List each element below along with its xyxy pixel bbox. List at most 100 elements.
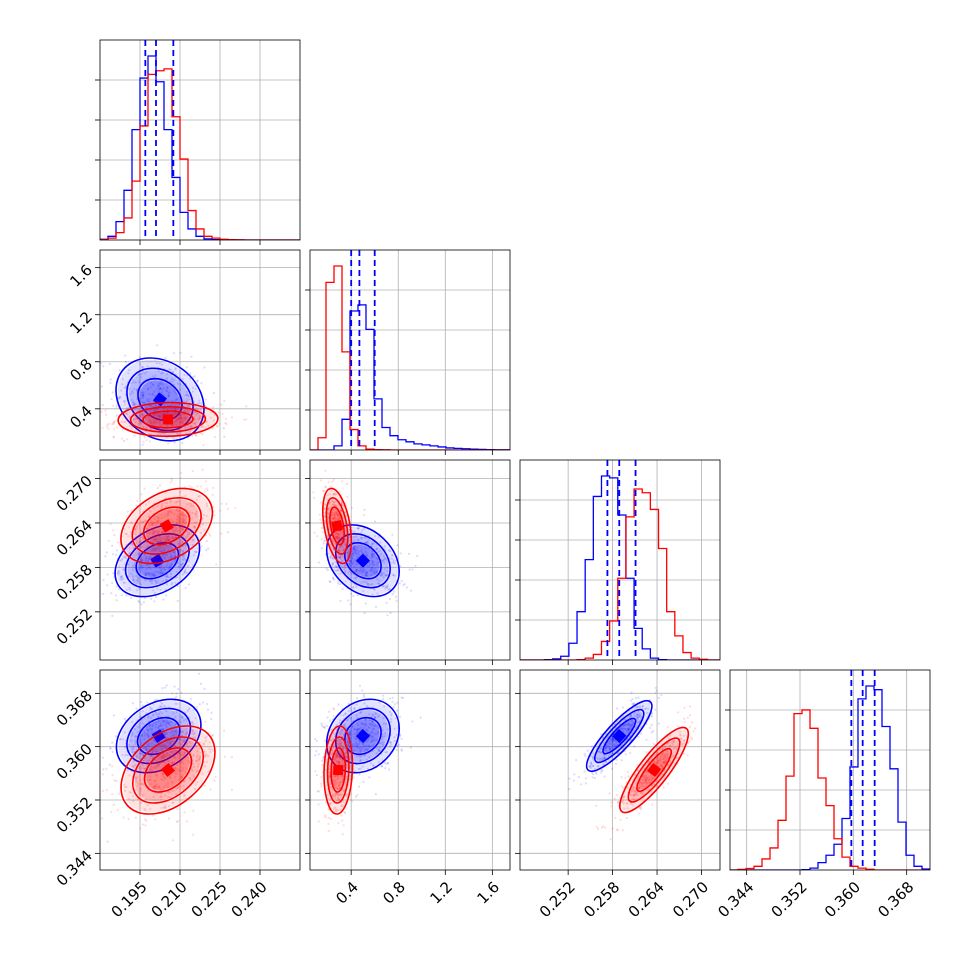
scatter-point-red bbox=[223, 729, 226, 732]
scatter-point-red bbox=[173, 524, 176, 527]
scatter-point-blue bbox=[200, 382, 203, 385]
scatter-point-red bbox=[158, 533, 161, 537]
scatter-point-blue bbox=[196, 380, 199, 383]
scatter-point-red bbox=[197, 758, 201, 762]
scatter-point-red bbox=[148, 532, 151, 535]
scatter-point-blue bbox=[175, 398, 178, 401]
scatter-point-blue bbox=[175, 392, 178, 396]
scatter-point-blue bbox=[654, 708, 657, 711]
panel-content bbox=[100, 250, 300, 450]
scatter-point-red bbox=[331, 539, 335, 542]
scatter-point-blue bbox=[323, 726, 326, 730]
scatter-point-red bbox=[136, 522, 139, 525]
scatter-point-blue bbox=[334, 774, 337, 778]
scatter-point-red bbox=[336, 554, 339, 557]
scatter-point-red bbox=[333, 780, 336, 783]
scatter-point-blue bbox=[131, 733, 134, 736]
scatter-point-blue bbox=[372, 572, 375, 575]
scatter-point-blue bbox=[125, 594, 128, 597]
scatter-point-red bbox=[343, 718, 347, 722]
scatter-point-red bbox=[176, 754, 179, 757]
scatter-point-red bbox=[150, 521, 153, 524]
scatter-point-blue bbox=[334, 565, 337, 568]
scatter-point-blue bbox=[362, 590, 365, 593]
scatter-point-red bbox=[197, 418, 200, 421]
scatter-point-blue bbox=[369, 563, 372, 566]
scatter-point-blue bbox=[154, 740, 157, 743]
scatter-point-blue bbox=[130, 739, 133, 742]
scatter-point-blue bbox=[142, 394, 145, 397]
scatter-point-blue bbox=[164, 719, 167, 722]
scatter-point-red bbox=[195, 759, 198, 763]
scatter-point-red bbox=[112, 421, 115, 424]
scatter-point-red bbox=[340, 741, 343, 745]
scatter-point-red bbox=[139, 419, 142, 422]
scatter-point-blue bbox=[399, 552, 402, 555]
scatter-point-blue bbox=[145, 527, 148, 531]
scatter-point-blue bbox=[115, 414, 118, 417]
scatter-point-blue bbox=[185, 366, 188, 369]
scatter-point-red bbox=[179, 769, 182, 773]
scatter-point-blue bbox=[148, 398, 151, 401]
scatter-point-blue bbox=[357, 747, 360, 750]
scatter-point-blue bbox=[345, 741, 349, 744]
scatter-point-red bbox=[179, 416, 183, 419]
scatter-point-blue bbox=[120, 594, 123, 597]
scatter-point-blue bbox=[163, 412, 166, 415]
scatter-point-blue bbox=[599, 747, 603, 750]
scatter-point-blue bbox=[612, 737, 615, 741]
scatter-point-red bbox=[191, 539, 194, 543]
scatter-point-blue bbox=[355, 714, 358, 717]
scatter-point-red bbox=[112, 436, 115, 439]
scatter-point-blue bbox=[121, 574, 124, 577]
scatter-point-red bbox=[205, 487, 208, 490]
scatter-point-red bbox=[204, 765, 207, 768]
scatter-point-red bbox=[168, 805, 171, 808]
scatter-point-red bbox=[313, 496, 316, 499]
scatter-point-blue bbox=[380, 571, 383, 574]
panel-content bbox=[310, 250, 510, 450]
scatter-point-blue bbox=[166, 718, 169, 721]
scatter-point-red bbox=[341, 759, 345, 763]
scatter-point-blue bbox=[351, 552, 354, 555]
scatter-point-red bbox=[179, 420, 182, 423]
scatter-point-blue bbox=[179, 754, 182, 757]
scatter-point-red bbox=[329, 493, 332, 496]
scatter-point-red bbox=[333, 758, 336, 761]
scatter-point-blue bbox=[370, 730, 373, 733]
scatter-point-red bbox=[338, 754, 341, 757]
scatter-point-red bbox=[334, 754, 337, 757]
scatter-point-red bbox=[152, 528, 155, 531]
scatter-point-red bbox=[221, 412, 224, 415]
scatter-point-red bbox=[169, 750, 172, 753]
scatter-point-red bbox=[333, 504, 337, 507]
scatter-point-blue bbox=[382, 571, 385, 575]
contour-red bbox=[142, 506, 191, 546]
scatter-point-blue bbox=[181, 716, 184, 719]
scatter-point-blue bbox=[589, 765, 592, 768]
scatter-point-blue bbox=[621, 727, 625, 730]
scatter-point-red bbox=[339, 728, 342, 731]
density-peak-red bbox=[160, 762, 176, 778]
scatter-point-blue bbox=[622, 747, 625, 750]
scatter-point-blue bbox=[621, 706, 625, 709]
scatter-point-blue bbox=[154, 575, 157, 578]
scatter-point-blue bbox=[408, 552, 411, 555]
scatter-point-red bbox=[187, 530, 190, 534]
scatter-point-blue bbox=[365, 581, 368, 584]
scatter-point-blue bbox=[150, 582, 153, 585]
scatter-point-blue bbox=[169, 572, 173, 576]
scatter-point-blue bbox=[153, 394, 157, 397]
scatter-point-blue bbox=[344, 544, 347, 547]
scatter-point-blue bbox=[374, 733, 377, 736]
scatter-point-blue bbox=[191, 720, 194, 724]
scatter-point-red bbox=[139, 539, 142, 542]
scatter-point-blue bbox=[371, 562, 374, 565]
scatter-point-blue bbox=[156, 726, 159, 729]
scatter-point-red bbox=[332, 531, 335, 534]
scatter-point-blue bbox=[118, 572, 121, 575]
scatter-point-blue bbox=[408, 568, 411, 571]
scatter-point-blue bbox=[143, 597, 146, 600]
scatter-point-blue bbox=[177, 565, 180, 568]
scatter-point-red bbox=[170, 518, 173, 521]
